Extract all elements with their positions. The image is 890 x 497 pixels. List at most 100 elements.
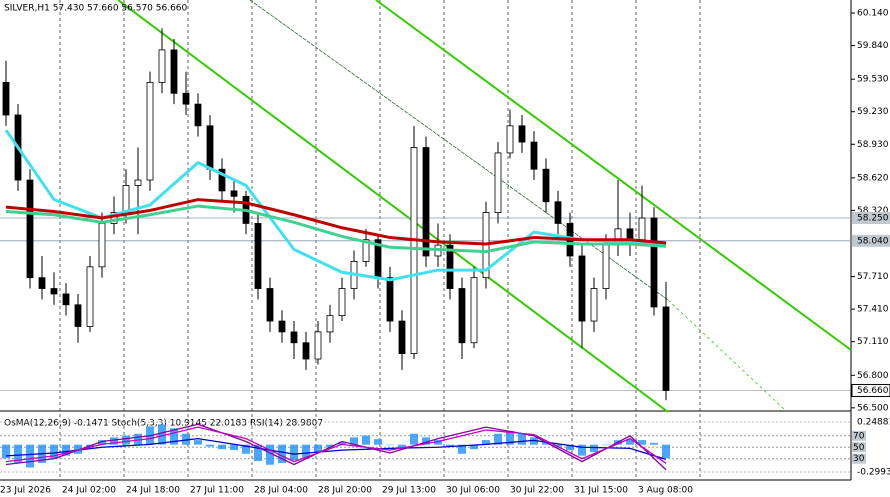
x-tick-label: 28 Jul 04:00: [254, 486, 308, 496]
osma-bar: [74, 444, 82, 454]
indicator-tick-label: -0.299390: [857, 468, 890, 478]
osma-bar: [638, 440, 646, 445]
moving-average: [4, 129, 667, 282]
osma-bar: [590, 444, 598, 452]
osma-bar: [302, 444, 310, 458]
osma-bar: [410, 433, 418, 445]
x-tick-label: 24 Jul 18:00: [126, 486, 180, 496]
price-label: 58.040: [857, 236, 889, 246]
trend-midline: [249, 0, 669, 301]
candle-body: [302, 342, 310, 360]
price-label-box: [852, 234, 890, 247]
price-label-box: [852, 212, 890, 225]
candle-body: [170, 49, 178, 94]
y-tick-label: 56.800: [857, 371, 889, 381]
y-tick-label: 60.140: [857, 9, 889, 19]
osma-bar: [326, 444, 334, 448]
osma-bar: [278, 444, 286, 463]
osma-bar: [50, 444, 58, 459]
osma-bar: [242, 444, 250, 454]
current-price-box: [851, 383, 890, 397]
chart-title: SILVER,H1 57.430 57.660 56.570 56.660: [4, 4, 188, 14]
candle-body: [386, 277, 394, 322]
candle-body: [2, 82, 10, 116]
trend-extension: [667, 299, 786, 411]
candle-body: [266, 288, 274, 322]
osma-bar: [194, 440, 202, 445]
indicator-level-label: 30: [853, 454, 865, 464]
x-tick-label: 30 Jul 06:00: [446, 486, 500, 496]
osma-bar: [554, 444, 562, 447]
x-tick-label: 29 Jul 13:00: [382, 486, 436, 496]
osma-bar: [434, 440, 442, 445]
candle-body: [254, 223, 262, 289]
candle-body: [98, 223, 106, 268]
candle-body: [638, 217, 646, 241]
osma-bar: [206, 444, 214, 447]
level-box: [852, 453, 866, 464]
osma-bar: [170, 428, 178, 445]
current-price-label: 56.660: [857, 386, 889, 396]
y-tick-label: 58.320: [857, 206, 889, 216]
osma-bar: [98, 440, 106, 445]
osma-bar: [482, 440, 490, 445]
candle-body: [74, 304, 82, 327]
candle-body: [542, 168, 550, 203]
candle-body: [506, 125, 514, 154]
candle-body: [362, 239, 370, 262]
candle-body: [410, 147, 418, 354]
x-tick-label: 30 Jul 22:00: [510, 486, 564, 496]
y-tick-label: 59.230: [857, 107, 889, 117]
osma-bar: [470, 444, 478, 450]
candle-body: [650, 217, 658, 308]
osma-bar: [2, 444, 10, 459]
osma-bar: [62, 444, 70, 456]
candle-body: [662, 306, 670, 391]
candle-body: [458, 288, 466, 344]
candle-body: [590, 288, 598, 322]
y-tick-label: 57.710: [857, 272, 889, 282]
y-tick-label: 59.530: [857, 75, 889, 85]
osma-bar: [650, 442, 658, 445]
trend-channel: [375, 0, 852, 351]
osma-bar: [422, 437, 430, 445]
indicator-level-label: 70: [853, 431, 865, 441]
osma-bar: [230, 444, 238, 451]
x-tick-label: 28 Jul 20:00: [318, 486, 372, 496]
osma-bar: [254, 444, 262, 462]
osma-bar: [122, 435, 130, 445]
osma-bar: [218, 444, 226, 450]
oscillator-line: [5, 426, 667, 464]
candle-body: [518, 125, 526, 143]
x-tick-label: 27 Jul 11:00: [190, 486, 244, 496]
candle-body: [38, 277, 46, 289]
indicator-title: OsMA(12,26,9) -0.1471 Stoch(5,3,3) 10.91…: [4, 419, 323, 429]
x-tick-label: 24 Jul 02:00: [62, 486, 116, 496]
osma-bar: [314, 444, 322, 452]
candle-body: [554, 201, 562, 224]
candle-body: [338, 288, 346, 317]
osma-bar: [398, 444, 406, 450]
candle-body: [326, 315, 334, 333]
y-tick-label: 59.840: [857, 41, 889, 51]
osma-bar: [362, 435, 370, 445]
osma-bar: [518, 433, 526, 445]
osma-bar: [374, 439, 382, 445]
candle-body: [446, 244, 454, 289]
candle-body: [206, 125, 214, 170]
indicator-tick-label: 0.248810: [857, 417, 890, 427]
candle-body: [158, 49, 166, 83]
candle-body: [470, 277, 478, 344]
osma-bar: [542, 441, 550, 445]
osma-bar: [506, 430, 514, 445]
candle-body: [602, 244, 610, 289]
candle-body: [530, 141, 538, 170]
candle-body: [218, 168, 226, 192]
candle-body: [578, 255, 586, 322]
candle-body: [278, 320, 286, 333]
osma-bar: [626, 439, 634, 445]
candle-body: [494, 152, 502, 213]
osma-bar: [110, 437, 118, 445]
candle-body: [422, 147, 430, 257]
